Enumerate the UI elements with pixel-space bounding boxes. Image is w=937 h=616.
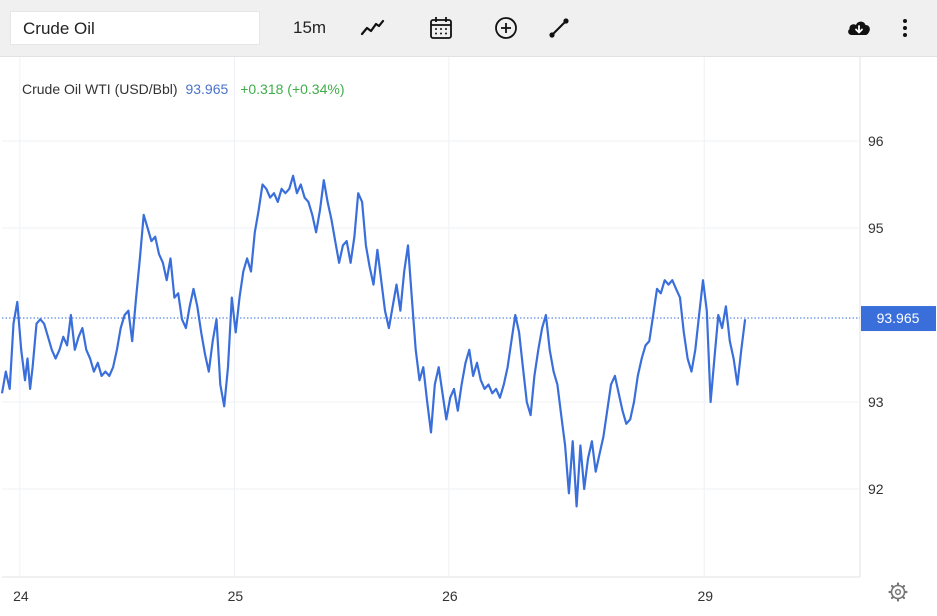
x-tick-label: 24 <box>13 588 29 604</box>
chart-series <box>0 174 747 508</box>
current-price-label: 93.965 <box>877 310 920 326</box>
instrument-name: Crude Oil WTI (USD/Bbl) <box>22 81 178 97</box>
y-tick-label: 92 <box>868 481 884 497</box>
legend-price: 93.965 <box>185 81 229 97</box>
line-chart-icon[interactable] <box>358 14 386 42</box>
current-price-tag <box>861 306 936 332</box>
settings-gear-icon[interactable] <box>888 582 908 602</box>
draw-line-icon[interactable] <box>545 14 573 42</box>
series-line <box>0 174 747 508</box>
chart-grid <box>2 57 861 578</box>
chart-toolbar: Crude Oil 15m <box>0 0 937 57</box>
chart-legend: Crude Oil WTI (USD/Bbl) 93.965 +0.318 (+… <box>22 81 344 97</box>
symbol-search-input[interactable]: Crude Oil <box>10 11 260 45</box>
x-tick-label: 29 <box>697 588 713 604</box>
interval-selector[interactable]: 15m <box>293 18 327 37</box>
x-tick-label: 25 <box>228 588 244 604</box>
crosshair-plus-icon[interactable] <box>492 14 520 42</box>
download-cloud-icon[interactable] <box>845 14 873 42</box>
y-tick-label: 95 <box>868 220 884 236</box>
y-axis: 92 93 95 96 <box>868 133 884 497</box>
current-price-marker: 93.965 <box>2 306 936 332</box>
more-vertical-icon[interactable] <box>891 14 919 42</box>
calendar-icon[interactable] <box>427 14 455 42</box>
x-axis: 24 25 26 29 <box>13 588 713 604</box>
y-tick-label: 96 <box>868 133 884 149</box>
y-tick-label: 93 <box>868 394 884 410</box>
legend-change: +0.318 (+0.34%) <box>240 81 345 97</box>
price-line-chart[interactable]: 92 93 95 96 24 25 26 29 93.965 <box>0 57 937 616</box>
x-tick-label: 26 <box>442 588 458 604</box>
